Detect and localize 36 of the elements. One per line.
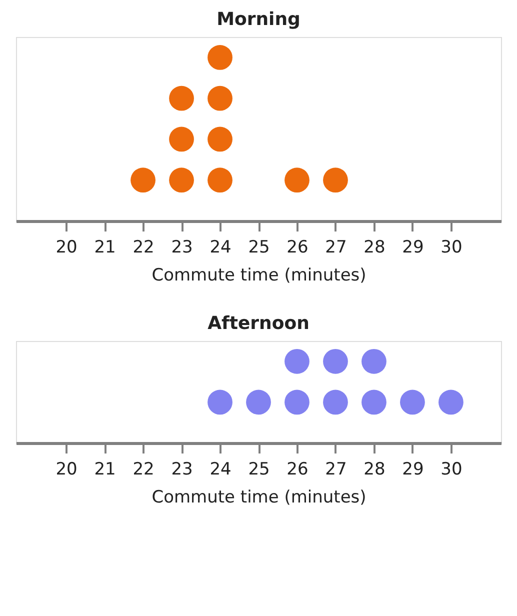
- x-tick-label: 27: [325, 238, 347, 258]
- x-tick-label: 24: [210, 238, 232, 258]
- point: [130, 168, 156, 193]
- x-tick-label: 25: [248, 460, 270, 480]
- x-tick-label: 30: [440, 460, 462, 480]
- x-tick-label: 22: [132, 460, 154, 480]
- x-tick-label: 22: [132, 238, 154, 258]
- point: [169, 168, 194, 193]
- x-axis-title: Commute time (minutes): [152, 266, 366, 286]
- point: [208, 45, 232, 70]
- x-tick-label: 21: [94, 460, 116, 480]
- point: [323, 168, 348, 193]
- x-tick-label: 23: [171, 460, 193, 480]
- x-tick-label: 28: [364, 460, 386, 480]
- point: [169, 126, 194, 152]
- x-tick-label: 24: [210, 460, 232, 480]
- x-tick-label: 27: [325, 460, 347, 480]
- x-tick-label: 26: [286, 460, 308, 480]
- x-tick-label: 29: [402, 460, 424, 480]
- chart-title: Morning: [216, 9, 300, 30]
- x-tick-label: 25: [248, 238, 270, 258]
- x-tick-label: 29: [402, 238, 424, 258]
- x-tick-label: 26: [286, 238, 308, 258]
- x-tick-label: 23: [171, 238, 193, 258]
- point: [208, 126, 232, 152]
- x-tick-label: 21: [94, 238, 116, 258]
- x-axis-title: Commute time (minutes): [152, 488, 366, 508]
- x-tick-label: 20: [56, 238, 78, 258]
- x-tick-label: 20: [56, 460, 78, 480]
- point: [169, 86, 194, 111]
- x-tick-label: 30: [440, 238, 462, 258]
- x-tick-label: 28: [364, 238, 386, 258]
- chart-title: Afternoon: [208, 313, 310, 334]
- point: [208, 168, 232, 193]
- point: [284, 168, 310, 193]
- point: [208, 86, 232, 111]
